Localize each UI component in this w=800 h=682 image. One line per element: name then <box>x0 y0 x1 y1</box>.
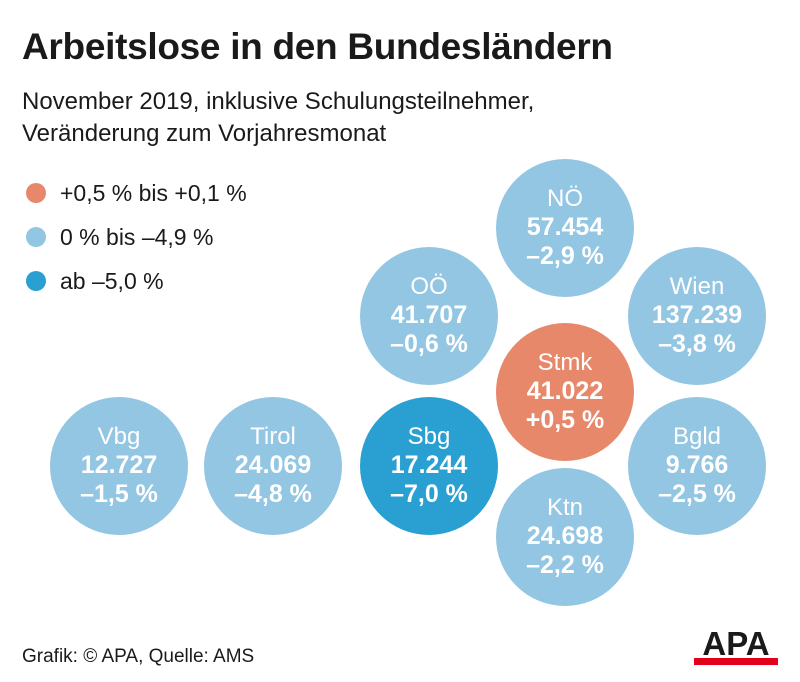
legend-swatch-moderate-decrease <box>26 227 46 247</box>
bubble-stmk-change: +0,5 % <box>525 406 605 434</box>
bubble-bgld-change: –2,5 % <box>658 480 736 508</box>
bubble-n-name: NÖ <box>547 185 583 212</box>
bubble-ktn-name: Ktn <box>546 494 584 521</box>
bubble-bgld: Bgld 9.766 –2,5 % <box>628 397 766 535</box>
bubble-sbg-change: –7,0 % <box>390 480 468 508</box>
bubble-o-name: OÖ <box>410 273 448 300</box>
bubble-sbg-value: 17.244 <box>390 451 468 479</box>
bubble-vbg-value: 12.727 <box>80 451 158 479</box>
apa-logo: APA <box>694 628 778 665</box>
bubble-wien: Wien 137.239 –3,8 % <box>628 247 766 385</box>
bubble-ktn-value: 24.698 <box>526 522 604 550</box>
chart-subtitle: November 2019, inklusive Schulungsteilne… <box>22 86 534 150</box>
bubble-bgld-value: 9.766 <box>665 451 729 479</box>
bubble-sbg-name: Sbg <box>407 423 451 450</box>
bubble-tirol-name: Tirol <box>250 423 296 450</box>
bubble-tirol-value: 24.069 <box>234 451 312 479</box>
bubble-ktn-change: –2,2 % <box>526 551 604 579</box>
bubble-n-value: 57.454 <box>526 213 604 241</box>
bubble-ktn: Ktn 24.698 –2,2 % <box>496 468 634 606</box>
bubble-bgld-name: Bgld <box>672 423 722 450</box>
bubble-vbg-name: Vbg <box>97 423 141 450</box>
source-credit: Grafik: © APA, Quelle: AMS <box>22 646 255 667</box>
bubble-o-change: –0,6 % <box>390 330 468 358</box>
bubble-stmk: Stmk 41.022 +0,5 % <box>496 323 634 461</box>
legend-swatch-increase <box>26 183 46 203</box>
legend-label-moderate-decrease: 0 % bis –4,9 % <box>60 223 214 250</box>
legend-item-strong-decrease: ab –5,0 % <box>26 266 247 296</box>
bubble-wien-name: Wien <box>669 273 725 300</box>
bubble-n: NÖ 57.454 –2,9 % <box>496 159 634 297</box>
apa-logo-bar <box>694 658 778 665</box>
bubble-stmk-name: Stmk <box>537 349 593 376</box>
bubble-sbg: Sbg 17.244 –7,0 % <box>360 397 498 535</box>
chart-title: Arbeitslose in den Bundesländern <box>22 26 613 67</box>
bubble-vbg: Vbg 12.727 –1,5 % <box>50 397 188 535</box>
legend-label-increase: +0,5 % bis +0,1 % <box>60 179 247 206</box>
bubble-o: OÖ 41.707 –0,6 % <box>360 247 498 385</box>
legend-label-strong-decrease: ab –5,0 % <box>60 267 164 294</box>
legend-swatch-strong-decrease <box>26 271 46 291</box>
legend-item-moderate-decrease: 0 % bis –4,9 % <box>26 222 247 252</box>
bubble-wien-change: –3,8 % <box>658 330 736 358</box>
bubble-n-change: –2,9 % <box>526 242 604 270</box>
bubble-wien-value: 137.239 <box>651 301 743 329</box>
bubble-vbg-change: –1,5 % <box>80 480 158 508</box>
bubble-tirol: Tirol 24.069 –4,8 % <box>204 397 342 535</box>
bubble-stmk-value: 41.022 <box>526 377 604 405</box>
bubble-o-value: 41.707 <box>390 301 468 329</box>
bubble-tirol-change: –4,8 % <box>234 480 312 508</box>
legend: +0,5 % bis +0,1 % 0 % bis –4,9 % ab –5,0… <box>26 178 247 310</box>
subtitle-line-1: November 2019, inklusive Schulungsteilne… <box>22 88 535 115</box>
apa-logo-text: APA <box>702 628 769 662</box>
subtitle-line-2: Veränderung zum Vorjahresmonat <box>22 120 387 147</box>
legend-item-increase: +0,5 % bis +0,1 % <box>26 178 247 208</box>
